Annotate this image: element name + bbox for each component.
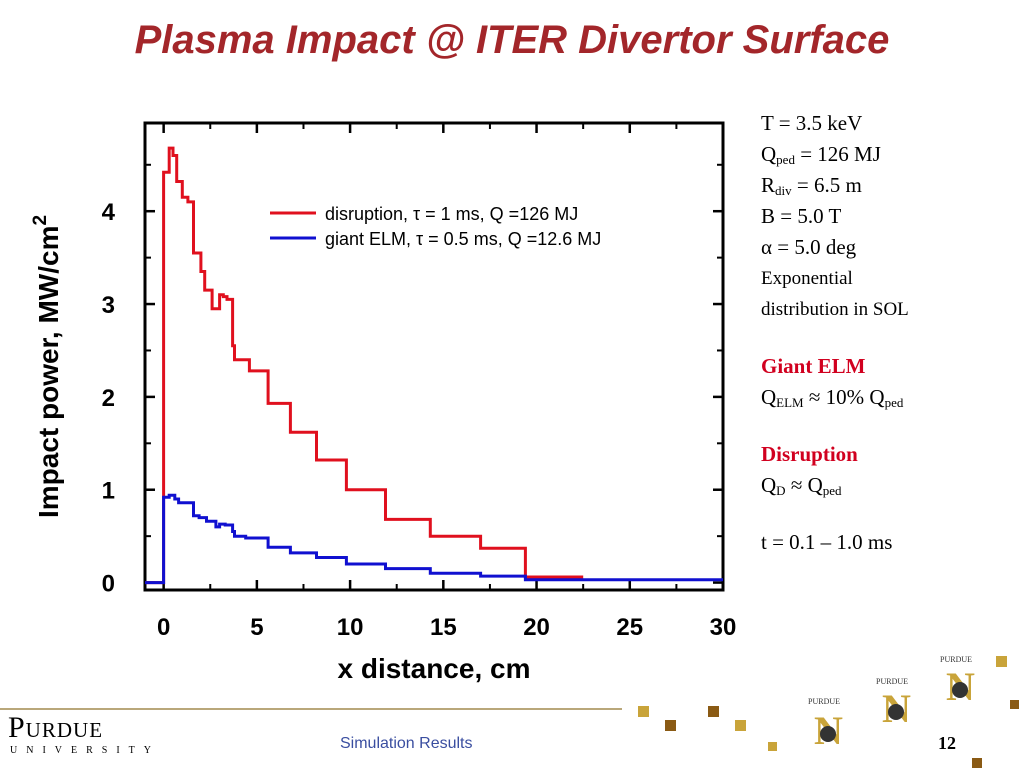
purdue-logo: Purdue UNIVERSITY (8, 712, 160, 758)
alpha-param: α = 5.0 deg (761, 235, 857, 259)
y-tick-label: 0 (102, 571, 115, 598)
logo-name: Purdue (8, 711, 104, 744)
x-tick-label: 10 (337, 614, 364, 641)
footer-divider (0, 708, 622, 710)
svg-text:PURDUE: PURDUE (876, 677, 908, 686)
r-div-param: Rdiv = 6.5 m (761, 173, 862, 198)
purdue-nuclear-seal: N PURDUE (940, 655, 975, 709)
deco-square (665, 720, 676, 731)
logo-subtitle: UNIVERSITY (10, 745, 160, 756)
deco-square (768, 742, 777, 751)
x-tick-label: 15 (430, 614, 457, 641)
svg-text:PURDUE: PURDUE (808, 697, 840, 706)
slide-title: Plasma Impact @ ITER Divertor Surface (134, 18, 890, 62)
deco-square (972, 758, 982, 768)
y-axis-label: Impact power, MW/cm2 (30, 215, 64, 518)
deco-square (708, 706, 719, 717)
page-number: 12 (938, 733, 956, 753)
impact-power-chart: 0 5 10 15 20 25 30 0 1 2 3 4 x distance, cm Impact po… (30, 121, 737, 684)
q-ped-param: Qped = 126 MJ (761, 142, 881, 167)
x-axis-label: x distance, cm (338, 653, 531, 684)
b-field-param: B = 5.0 T (761, 204, 842, 228)
x-tick-label: 20 (523, 614, 550, 641)
y-tick-label: 2 (102, 385, 115, 412)
y-tick-label: 3 (102, 292, 115, 319)
footer-section-title: Simulation Results (340, 735, 473, 752)
x-tick-label: 0 (157, 614, 170, 641)
time-range-param: t = 0.1 – 1.0 ms (761, 530, 893, 554)
purdue-nuclear-seal: N PURDUE (876, 677, 911, 731)
parameters-panel: T = 3.5 keV Qped = 126 MJ Rdiv = 6.5 m B… (761, 108, 909, 558)
distribution-note-2: distribution in SOL (761, 299, 909, 320)
legend-label: disruption, τ = 1 ms, Q =126 MJ (325, 204, 578, 224)
q-elm-param: QELM ≈ 10% Qped (761, 385, 904, 410)
series-line-disruption (145, 146, 584, 585)
x-tick-label: 5 (250, 614, 263, 641)
temperature-param: T = 3.5 keV (761, 111, 863, 135)
svg-text:PURDUE: PURDUE (940, 655, 972, 664)
distribution-note-1: Exponential (761, 268, 853, 289)
plot-frame (143, 121, 725, 592)
giant-elm-heading: Giant ELM (761, 354, 866, 378)
x-tick-label: 25 (616, 614, 643, 641)
deco-square (1010, 700, 1019, 709)
y-tick-label: 4 (102, 199, 116, 226)
x-tick-label: 30 (710, 614, 737, 641)
series-line-giant-elm (145, 493, 723, 585)
q-d-param: QD ≈ Qped (761, 473, 842, 498)
purdue-nuclear-seal: N PURDUE (793, 695, 863, 765)
legend-label: giant ELM, τ = 0.5 ms, Q =12.6 MJ (325, 229, 601, 249)
nuclear-engineering-seals: N PURDUE N PURDUE N PURDUE (638, 655, 1019, 768)
deco-square (996, 656, 1007, 667)
disruption-heading: Disruption (761, 442, 858, 466)
deco-square (735, 720, 746, 731)
deco-square (638, 706, 649, 717)
y-tick-label: 1 (102, 478, 115, 505)
